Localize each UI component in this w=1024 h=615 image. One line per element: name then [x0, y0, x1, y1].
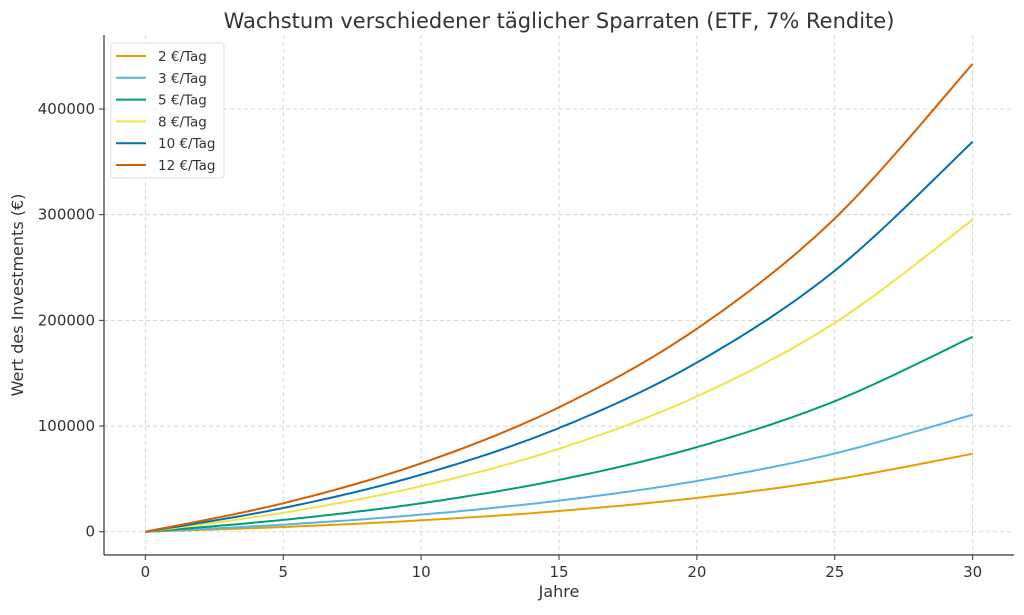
series-line-5 — [145, 63, 974, 533]
series-lines — [145, 63, 974, 533]
x-tick-label: 5 — [278, 563, 288, 581]
legend-box — [110, 42, 225, 179]
y-tick-label: 200000 — [38, 311, 95, 329]
y-tick-label: 300000 — [38, 206, 95, 224]
y-axis-label: Wert des Investments (€) — [8, 194, 27, 397]
series-line-1 — [145, 413, 973, 533]
legend-label: 3 €/Tag — [158, 71, 207, 87]
ticks: 0 5 10 15 20 25 30 0 100000 200000 300000 400000 — [38, 100, 982, 581]
series-line-0 — [145, 452, 973, 533]
x-tick-label: 15 — [549, 563, 568, 581]
legend-label: 12 €/Tag — [158, 158, 215, 174]
y-tick-label: 400000 — [38, 100, 95, 118]
y-tick-label: 0 — [85, 523, 95, 541]
x-tick-label: 0 — [141, 563, 151, 581]
series-line-4 — [145, 141, 974, 533]
series-line-3 — [145, 219, 974, 533]
series-line-2 — [145, 335, 974, 533]
x-tick-label: 10 — [412, 563, 431, 581]
legend-label: 8 €/Tag — [158, 114, 207, 130]
x-tick-label: 30 — [963, 563, 982, 581]
legend: 2 €/Tag 3 €/Tag 5 €/Tag 8 €/Tag 10 €/Tag 12 €… — [110, 42, 225, 179]
x-tick-label: 25 — [825, 563, 844, 581]
x-axis-label: Jahre — [538, 582, 580, 601]
x-tick-label: 20 — [687, 563, 706, 581]
legend-label: 10 €/Tag — [158, 136, 215, 152]
legend-label: 2 €/Tag — [158, 49, 207, 65]
chart-title: Wachstum verschiedener täglicher Sparrat… — [224, 9, 895, 33]
legend-label: 5 €/Tag — [158, 93, 207, 109]
y-tick-label: 100000 — [38, 417, 95, 435]
grid — [104, 35, 1014, 555]
